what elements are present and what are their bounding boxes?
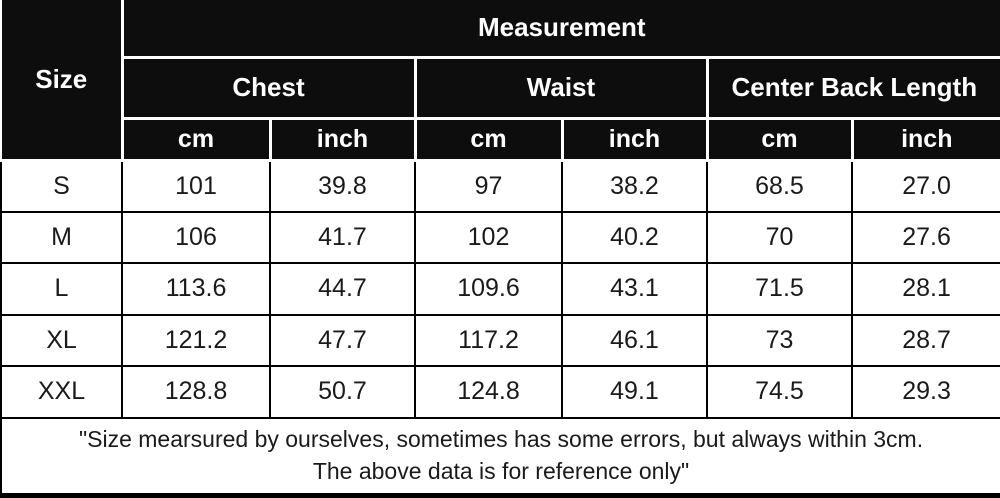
size-cell: XXL	[0, 365, 123, 419]
value-cell: 27.6	[850, 210, 1000, 265]
value-cell: 101	[121, 159, 271, 213]
value-cell: 50.7	[269, 365, 416, 419]
value-cell: 46.1	[561, 313, 708, 368]
value-cell: 71.5	[706, 262, 853, 316]
cbl-cm-header: cm	[705, 116, 854, 162]
size-column-header: Size	[0, 0, 124, 162]
header-row-groups: Chest Waist Center Back Length	[1, 55, 1000, 120]
value-cell: 97	[414, 159, 563, 213]
waist-inch-header: inch	[560, 116, 709, 162]
size-cell: L	[0, 262, 123, 316]
footnote-line-1: "Size mearsured by ourselves, sometimes …	[78, 425, 924, 452]
footnote: "Size mearsured by ourselves, sometimes …	[0, 416, 1000, 498]
size-cell: S	[0, 159, 123, 213]
value-cell: 47.7	[269, 313, 416, 368]
value-cell: 68.5	[706, 159, 853, 213]
table-footer: "Size mearsured by ourselves, sometimes …	[0, 416, 1000, 498]
table-row-m: M 106 41.7 102 40.2 70 27.6	[0, 210, 1000, 265]
value-cell: 27.0	[850, 159, 1000, 213]
chest-cm-header: cm	[121, 116, 272, 162]
value-cell: 40.2	[561, 210, 708, 265]
table-body: S 101 39.8 97 38.2 68.5 27.0 M 106 41.7 …	[0, 159, 1000, 419]
value-cell: 102	[414, 210, 563, 265]
table-header: Size Measurement Chest Waist Center Back…	[0, 0, 1000, 162]
size-cell: XL	[0, 313, 123, 368]
chest-inch-header: inch	[268, 116, 417, 162]
value-cell: 109.6	[414, 262, 563, 316]
header-row-units: cm inch cm inch cm inch	[1, 116, 1000, 162]
table-row-xl: XL 121.2 47.7 117.2 46.1 73 28.7	[0, 313, 1000, 368]
value-cell: 38.2	[561, 159, 708, 213]
value-cell: 73	[706, 313, 853, 368]
value-cell: 128.8	[121, 365, 271, 419]
footnote-line-2: The above data is for reference only"	[312, 457, 690, 484]
value-cell: 28.7	[850, 313, 1000, 368]
value-cell: 113.6	[121, 262, 271, 316]
value-cell: 74.5	[706, 365, 853, 419]
chest-header: Chest	[121, 55, 417, 120]
waist-header: Waist	[413, 55, 709, 120]
value-cell: 106	[121, 210, 271, 265]
header-row-measurement: Size Measurement	[0, 0, 1000, 162]
value-cell: 70	[706, 210, 853, 265]
cbl-inch-header: inch	[850, 116, 1000, 162]
value-cell: 44.7	[269, 262, 416, 316]
measurement-header: Measurement	[120, 0, 1000, 59]
value-cell: 49.1	[561, 365, 708, 419]
center-back-length-header: Center Back Length	[705, 55, 1000, 120]
value-cell: 43.1	[561, 262, 708, 316]
table-row-s: S 101 39.8 97 38.2 68.5 27.0	[0, 159, 1000, 213]
value-cell: 39.8	[269, 159, 416, 213]
value-cell: 117.2	[414, 313, 563, 368]
footnote-row: "Size mearsured by ourselves, sometimes …	[0, 416, 1000, 498]
value-cell: 29.3	[850, 365, 1000, 419]
value-cell: 28.1	[850, 262, 1000, 316]
value-cell: 121.2	[121, 313, 271, 368]
size-cell: M	[0, 210, 123, 265]
table-row-l: L 113.6 44.7 109.6 43.1 71.5 28.1	[0, 262, 1000, 316]
value-cell: 124.8	[414, 365, 563, 419]
waist-cm-header: cm	[413, 116, 564, 162]
table-row-xxl: XXL 128.8 50.7 124.8 49.1 74.5 29.3	[0, 365, 1000, 419]
value-cell: 41.7	[269, 210, 416, 265]
